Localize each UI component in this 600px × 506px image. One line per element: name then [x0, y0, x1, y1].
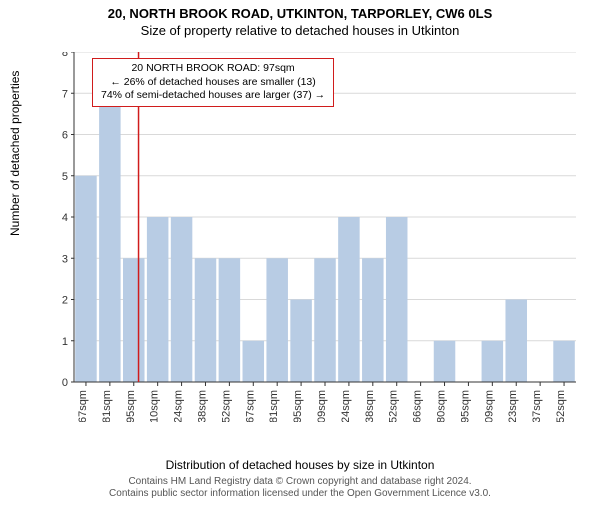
svg-text:152sqm: 152sqm: [220, 390, 232, 422]
svg-text:337sqm: 337sqm: [531, 390, 543, 422]
svg-text:81sqm: 81sqm: [101, 390, 113, 422]
x-axis-label: Distribution of detached houses by size …: [0, 458, 600, 472]
svg-text:266sqm: 266sqm: [412, 390, 424, 422]
svg-text:238sqm: 238sqm: [364, 390, 376, 422]
svg-text:95sqm: 95sqm: [125, 390, 137, 422]
svg-text:4: 4: [62, 212, 68, 224]
chart-title-address: 20, NORTH BROOK ROAD, UTKINTON, TARPORLE…: [0, 6, 600, 21]
chart-title-sub: Size of property relative to detached ho…: [0, 23, 600, 38]
annotation-box: 20 NORTH BROOK ROAD: 97sqm ← 26% of deta…: [92, 58, 334, 107]
svg-text:181sqm: 181sqm: [268, 390, 280, 422]
annotation-line-3: 74% of semi-detached houses are larger (…: [101, 89, 325, 103]
svg-text:5: 5: [62, 171, 68, 183]
annotation-line-2: ← 26% of detached houses are smaller (13…: [101, 76, 325, 90]
svg-text:138sqm: 138sqm: [196, 390, 208, 422]
svg-text:309sqm: 309sqm: [483, 390, 495, 422]
svg-text:209sqm: 209sqm: [316, 390, 328, 422]
footer-line-1: Contains HM Land Registry data © Crown c…: [0, 476, 600, 488]
svg-text:3: 3: [62, 253, 68, 265]
svg-text:6: 6: [62, 130, 68, 142]
svg-text:67sqm: 67sqm: [77, 390, 89, 422]
footer-credits: Contains HM Land Registry data © Crown c…: [0, 476, 600, 500]
histogram-svg: 0 1 2 3 4 5 6 7 8 67sqm 81sqm 95sqm 110sqm 124sqm 138s…: [50, 52, 580, 422]
svg-text:352sqm: 352sqm: [555, 390, 567, 422]
svg-text:323sqm: 323sqm: [507, 390, 519, 422]
chart-area: 0 1 2 3 4 5 6 7 8 67sqm 81sqm 95sqm 110sqm 124sqm 138s…: [50, 52, 580, 422]
svg-text:295sqm: 295sqm: [459, 390, 471, 422]
svg-text:8: 8: [62, 52, 68, 59]
footer-line-2: Contains public sector information licen…: [0, 488, 600, 500]
svg-text:252sqm: 252sqm: [388, 390, 400, 422]
svg-text:280sqm: 280sqm: [436, 390, 448, 422]
svg-text:110sqm: 110sqm: [149, 390, 161, 422]
annotation-line-1: 20 NORTH BROOK ROAD: 97sqm: [101, 62, 325, 76]
svg-text:0: 0: [62, 377, 68, 389]
svg-text:124sqm: 124sqm: [173, 390, 185, 422]
svg-text:167sqm: 167sqm: [244, 390, 256, 422]
svg-text:224sqm: 224sqm: [340, 390, 352, 422]
svg-text:2: 2: [62, 295, 68, 307]
svg-text:1: 1: [62, 336, 68, 348]
svg-text:195sqm: 195sqm: [292, 390, 304, 422]
y-axis-label: Number of detached properties: [8, 71, 22, 236]
svg-text:7: 7: [62, 88, 68, 100]
